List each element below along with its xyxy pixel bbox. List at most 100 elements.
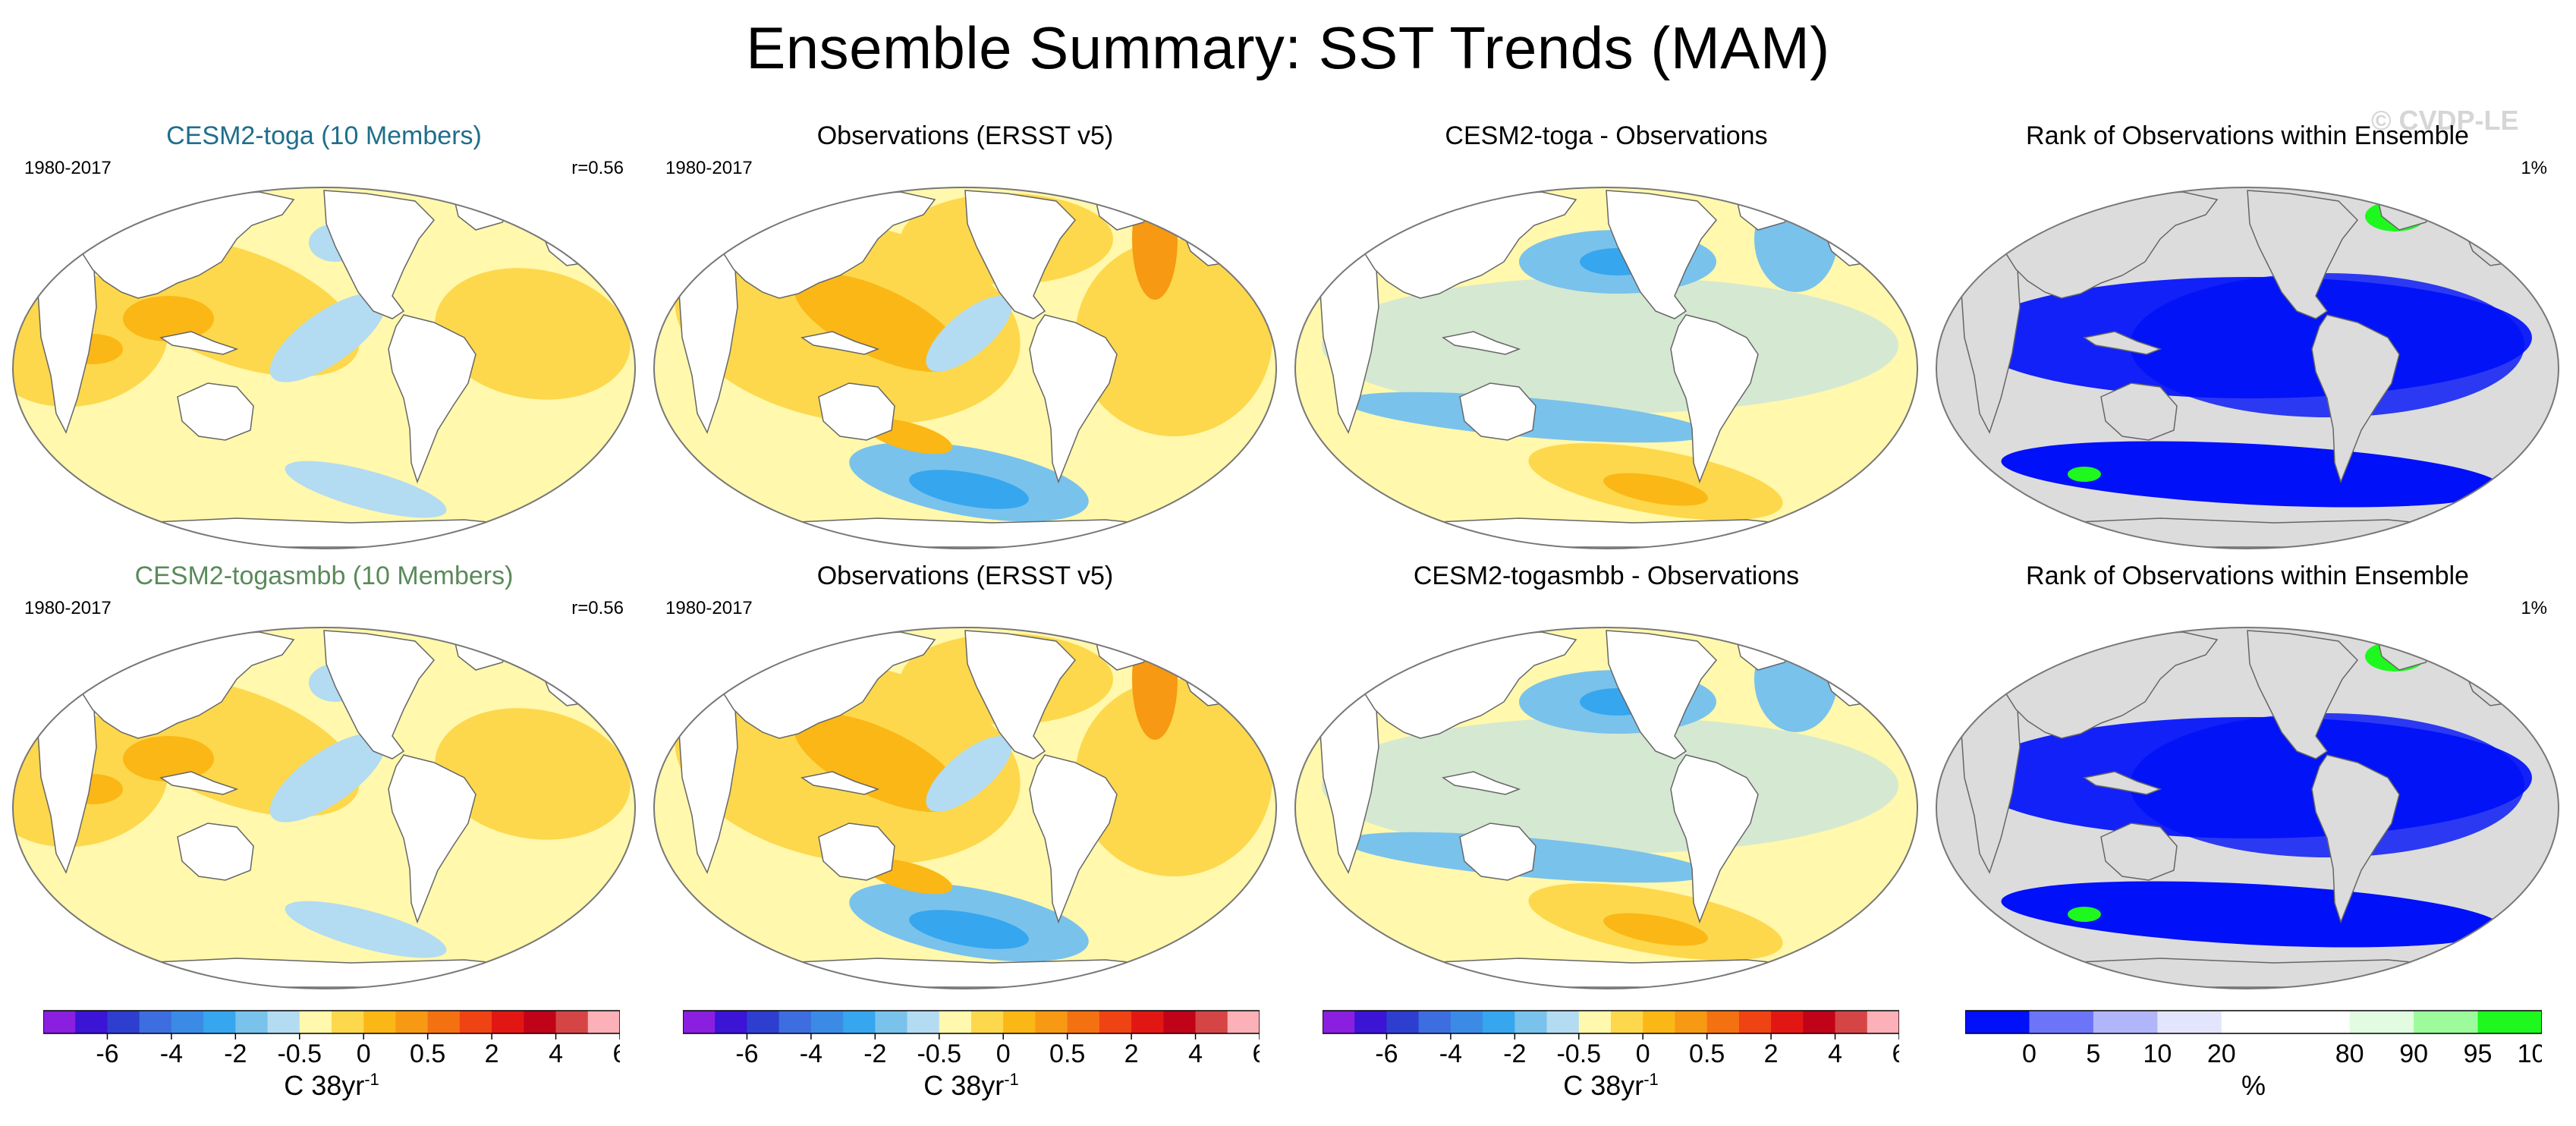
land-north-america	[323, 630, 436, 760]
map-obs	[653, 627, 1277, 989]
land-south-america	[1670, 314, 1759, 484]
colorbar-swatch	[1003, 1011, 1036, 1033]
colorbar-swatch	[1706, 1011, 1740, 1033]
panel-rank: Rank of Observations within Ensemble 1%	[1933, 121, 2562, 561]
colorbar-swatch	[171, 1011, 204, 1033]
colorbar-swatch	[267, 1011, 300, 1033]
colorbar-swatch	[1131, 1011, 1164, 1033]
colorbar-swatch	[1483, 1011, 1515, 1033]
colorbar-tick-label: -4	[800, 1040, 822, 1068]
colorbar-swatch	[524, 1011, 557, 1033]
colorbar-swatch	[139, 1011, 172, 1033]
colorbar-swatch	[1323, 1011, 1355, 1033]
colorbar-swatch	[747, 1011, 780, 1033]
field-east-pacific-cool	[269, 733, 386, 822]
field-southern-core	[909, 470, 1029, 509]
map-border	[1294, 627, 1918, 989]
land-australia	[818, 382, 895, 441]
colorbar-swatch	[683, 1011, 716, 1033]
colorbar-tick-label: -4	[1439, 1040, 1462, 1068]
colorbar-swatch	[1450, 1011, 1483, 1033]
colorbar-swatch	[1643, 1011, 1675, 1033]
colorbar-swatch	[1195, 1011, 1228, 1033]
rank-percent-label: 1%	[2521, 598, 2547, 618]
colorbar-tick-label: 0	[1636, 1040, 1650, 1068]
map-field	[13, 627, 635, 989]
colorbar-tick-label: 20	[2207, 1040, 2236, 1068]
colorbar-swatch	[1675, 1011, 1708, 1033]
map-border	[12, 627, 636, 989]
colorbar-tick-label: -2	[224, 1040, 247, 1068]
units-text: C 38yr	[1563, 1070, 1644, 1101]
panel-title-diff: CESM2-togasmbb - Observations	[1413, 561, 1800, 590]
colorbar-tick-label: -6	[735, 1040, 758, 1068]
field-west-pacific-core	[794, 272, 962, 373]
panel-obs: Observations (ERSST v5) 1980-2017	[650, 561, 1280, 1002]
land-antarctica	[763, 958, 1182, 988]
land-indonesia	[2083, 331, 2162, 355]
map-field	[13, 187, 635, 549]
land-south-america	[1029, 314, 1118, 484]
trend-colorbar-svg: -6 -4 -2 -0.5 0 0.5 2 4 6	[682, 1010, 1266, 1068]
colorbar-swatch	[555, 1011, 589, 1033]
colorbar-tick-label: 0	[996, 1040, 1011, 1068]
colorbar-swatch	[427, 1011, 461, 1033]
map-model	[12, 187, 636, 549]
units-text: C 38yr	[284, 1070, 365, 1101]
colorbar-tick-label: 95	[2464, 1040, 2493, 1068]
colorbar-swatch	[1099, 1011, 1132, 1033]
correlation-label: r=0.56	[571, 598, 624, 618]
colorbar-tick-label: 4	[549, 1040, 563, 1068]
period-label: 1980-2017	[24, 158, 112, 178]
field-southern-cool	[285, 901, 447, 958]
map-rank	[1936, 627, 2559, 989]
panel-title-obs: Observations (ERSST v5)	[816, 121, 1114, 150]
colorbar-swatch	[1738, 1011, 1772, 1033]
units-exponent: -1	[1004, 1070, 1019, 1089]
map-field	[1961, 190, 2540, 548]
land-antarctica	[122, 958, 541, 988]
colorbar-units-label: C 38yr-1	[1323, 1070, 1899, 1102]
rank-colorbar-svg: 0 5 10 20 80 90 95 100	[1964, 1010, 2560, 1068]
trend-colorbar-svg: -6 -4 -2 -0.5 0 0.5 2 4 6	[1322, 1010, 1906, 1068]
colorbar-swatch	[1514, 1011, 1548, 1033]
field-north-atlantic-core	[1132, 187, 1178, 300]
colorbar-swatch	[75, 1011, 108, 1033]
colorbar-tick-label: 5	[2086, 1040, 2100, 1068]
colorbar-swatch	[107, 1011, 140, 1033]
field-southern-low-rank	[2001, 441, 2502, 508]
land-south-america	[388, 314, 477, 484]
map-field	[1295, 187, 1917, 549]
colorbar-tick-label: 4	[1188, 1040, 1203, 1068]
colorbar-swatch	[2477, 1011, 2543, 1033]
panel-title-rank: Rank of Observations within Ensemble	[2026, 121, 2469, 150]
rank-colorbar: 0 5 10 20 80 90 95 100%	[1964, 1009, 2560, 1115]
colorbar-tick-label: 6	[1892, 1040, 1899, 1068]
land-indonesia	[800, 771, 880, 795]
land-antarctica	[1404, 958, 1823, 988]
field-southern-cool	[285, 461, 447, 518]
field-east-pacific-cool	[269, 293, 386, 382]
land-antarctica	[2046, 517, 2464, 548]
colorbar-tick-label: 100	[2518, 1040, 2542, 1068]
map-field	[1295, 627, 1917, 989]
land-south-america	[1029, 754, 1118, 924]
colorbar-swatch	[939, 1011, 972, 1033]
panel-title-rank: Rank of Observations within Ensemble	[2026, 561, 2469, 590]
field-southern-core	[909, 910, 1029, 949]
map-obs	[653, 187, 1277, 549]
land-south-america	[1670, 754, 1759, 924]
panel-title-model: CESM2-toga (10 Members)	[166, 121, 482, 150]
colorbar-swatch	[1163, 1011, 1197, 1033]
land-north-america	[1606, 630, 1718, 760]
units-text: C 38yr	[923, 1070, 1005, 1101]
colorbar-tick-label: -0.5	[277, 1040, 322, 1068]
panel-diff: CESM2-togasmbb - Observations	[1291, 561, 1921, 1002]
trend-colorbar: -6-4-2-0.500.5246C 38yr-1	[682, 1009, 1266, 1115]
colorbar-swatch	[2285, 1011, 2351, 1033]
colorbar-swatch	[2157, 1011, 2222, 1033]
colorbar-swatch	[43, 1011, 76, 1033]
colorbar-tick-label: 2	[1124, 1040, 1139, 1068]
colorbar-tick-label: 10	[2143, 1040, 2172, 1068]
page-title: Ensemble Summary: SST Trends (MAM)	[746, 14, 1830, 81]
